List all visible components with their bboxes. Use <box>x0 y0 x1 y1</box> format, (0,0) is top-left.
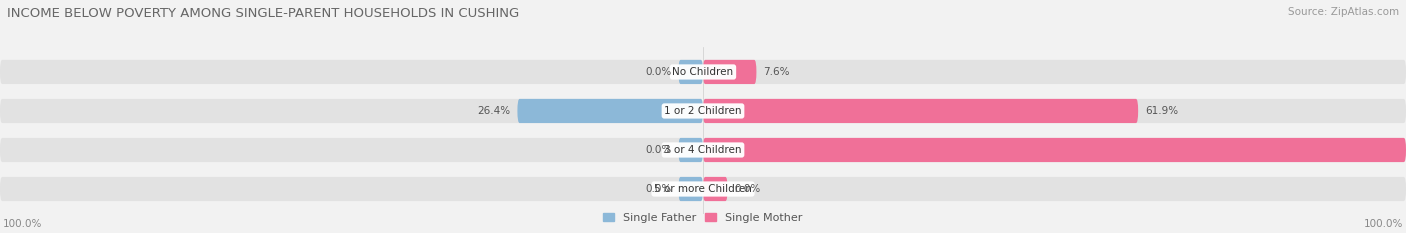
FancyBboxPatch shape <box>703 177 728 201</box>
Text: No Children: No Children <box>672 67 734 77</box>
FancyBboxPatch shape <box>703 138 1406 162</box>
Text: 7.6%: 7.6% <box>763 67 790 77</box>
FancyBboxPatch shape <box>678 60 703 84</box>
FancyBboxPatch shape <box>0 138 703 162</box>
FancyBboxPatch shape <box>678 177 703 201</box>
FancyBboxPatch shape <box>0 60 703 84</box>
Text: INCOME BELOW POVERTY AMONG SINGLE-PARENT HOUSEHOLDS IN CUSHING: INCOME BELOW POVERTY AMONG SINGLE-PARENT… <box>7 7 519 20</box>
FancyBboxPatch shape <box>703 99 1406 123</box>
Text: 61.9%: 61.9% <box>1144 106 1178 116</box>
Text: 0.0%: 0.0% <box>645 184 672 194</box>
Text: 1 or 2 Children: 1 or 2 Children <box>664 106 742 116</box>
FancyBboxPatch shape <box>678 138 703 162</box>
FancyBboxPatch shape <box>0 99 703 123</box>
Legend: Single Father, Single Mother: Single Father, Single Mother <box>599 209 807 227</box>
FancyBboxPatch shape <box>703 60 1406 84</box>
FancyBboxPatch shape <box>703 60 756 84</box>
Text: 0.0%: 0.0% <box>645 145 672 155</box>
Text: 5 or more Children: 5 or more Children <box>654 184 752 194</box>
FancyBboxPatch shape <box>703 138 1406 162</box>
Text: Source: ZipAtlas.com: Source: ZipAtlas.com <box>1288 7 1399 17</box>
FancyBboxPatch shape <box>703 177 1406 201</box>
Text: 0.0%: 0.0% <box>645 67 672 77</box>
FancyBboxPatch shape <box>703 99 1139 123</box>
Text: 100.0%: 100.0% <box>1364 219 1403 229</box>
FancyBboxPatch shape <box>517 99 703 123</box>
FancyBboxPatch shape <box>0 177 703 201</box>
Text: 100.0%: 100.0% <box>3 219 42 229</box>
Text: 0.0%: 0.0% <box>734 184 761 194</box>
Text: 26.4%: 26.4% <box>477 106 510 116</box>
Text: 3 or 4 Children: 3 or 4 Children <box>664 145 742 155</box>
